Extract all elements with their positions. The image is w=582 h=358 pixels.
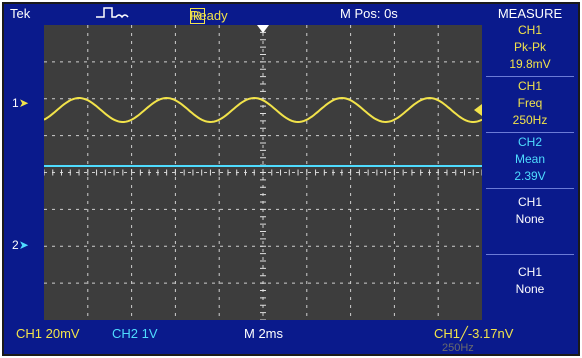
measurement-value: 250Hz (512, 113, 548, 127)
divider (486, 254, 574, 255)
measure-title: MEASURE (497, 6, 563, 21)
measurement-source: CH1 (517, 265, 542, 279)
measurement-5[interactable]: CH1 None (482, 264, 578, 298)
brand-label: Tek (10, 6, 31, 21)
measurement-type: Pk-Pk (513, 40, 546, 54)
timebase: M 2ms (244, 326, 283, 341)
measurement-value: 2.39V (514, 169, 546, 183)
run-state-label: Ready (190, 8, 228, 23)
trigger-position-icon (257, 25, 269, 33)
divider (486, 188, 574, 189)
ch1-marker-label: 1 (12, 96, 19, 110)
measurement-source: CH1 (517, 79, 542, 93)
measurement-type: Freq (517, 96, 543, 110)
waveform-screen (44, 25, 482, 320)
ch1-arrow-icon: ➤ (18, 96, 29, 110)
ch1-level-marker: 1➤ (12, 96, 29, 110)
measurement-1[interactable]: CH1 Pk-Pk 19.8mV (482, 22, 578, 73)
measurement-2[interactable]: CH1 Freq 250Hz (482, 78, 578, 129)
measurement-type: Mean (514, 152, 546, 166)
measurement-4[interactable]: CH1 None (482, 194, 578, 228)
divider (486, 76, 574, 77)
measurement-type: None (515, 212, 545, 226)
graticule (44, 25, 482, 320)
trigger-frequency: 250Hz (442, 342, 474, 354)
trigger-waveform-icon (94, 5, 134, 24)
run-state-box: R (190, 8, 205, 24)
ch2-marker-label: 2 (12, 238, 19, 252)
measurement-source: CH1 (517, 195, 542, 209)
ch2-scale: CH2 1V (112, 326, 158, 341)
ch1-trace (44, 96, 482, 124)
status-bar: Tek R Ready M Pos: 0s (4, 4, 482, 24)
ch1-scale: CH1 20mV (16, 326, 80, 341)
measurement-value: 19.8mV (509, 57, 551, 71)
divider (486, 132, 574, 133)
ch2-arrow-icon: ➤ (18, 238, 29, 252)
ch2-level-marker: 2➤ (12, 238, 29, 252)
measurement-source: CH2 (517, 135, 542, 149)
horizontal-position: M Pos: 0s (340, 6, 398, 21)
measure-panel: MEASURE CH1 Pk-Pk 19.8mV CH1 Freq 250Hz … (482, 4, 578, 320)
trigger-level-icon (474, 104, 482, 116)
scale-bar: CH1 20mV CH2 1V M 2ms CH1╱-3.17nV 250Hz (4, 320, 578, 354)
trigger-readout: CH1╱-3.17nV (434, 326, 514, 341)
measurement-source: CH1 (517, 23, 542, 37)
measurement-type: None (515, 282, 545, 296)
measurement-3[interactable]: CH2 Mean 2.39V (482, 134, 578, 185)
